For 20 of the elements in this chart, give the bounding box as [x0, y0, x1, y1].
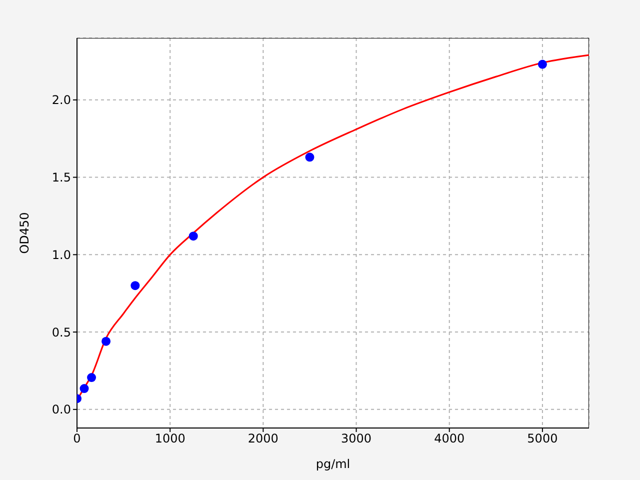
point: [538, 60, 547, 69]
point: [80, 384, 89, 394]
x-tick-label: 2000: [248, 432, 278, 446]
point: [87, 373, 96, 382]
point: [102, 336, 111, 346]
point: [130, 281, 140, 290]
x-tick-label: 1000: [154, 432, 186, 446]
y-tick-label: 1.5: [52, 170, 71, 185]
y-axis-title: OD450: [17, 212, 32, 254]
point: [188, 232, 198, 241]
x-axis-title: pg/ml: [316, 457, 350, 471]
x-tick-label: 0: [73, 432, 81, 446]
point: [305, 152, 314, 162]
y-tick-label: 0.0: [52, 402, 71, 417]
y-tick-label: 1.0: [52, 248, 71, 262]
x-tick-label: 4000: [434, 432, 465, 446]
y-tick-label: 0.5: [52, 325, 71, 340]
x-tick-label: 5000: [527, 432, 558, 446]
x-tick-label: 3000: [341, 432, 372, 446]
y-tick-label: 2.0: [52, 93, 71, 108]
